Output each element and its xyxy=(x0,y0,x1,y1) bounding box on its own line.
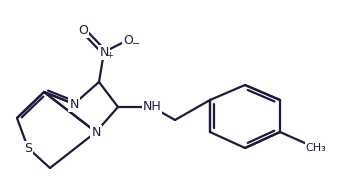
Text: N: N xyxy=(91,125,101,138)
Text: O: O xyxy=(78,24,88,37)
Text: N: N xyxy=(99,45,109,58)
Text: NH: NH xyxy=(143,100,161,113)
Text: −: − xyxy=(132,39,140,49)
Text: N: N xyxy=(69,98,79,110)
Text: O: O xyxy=(123,33,133,47)
Text: S: S xyxy=(24,142,32,155)
Text: CH₃: CH₃ xyxy=(306,143,326,153)
Text: +: + xyxy=(106,52,113,60)
